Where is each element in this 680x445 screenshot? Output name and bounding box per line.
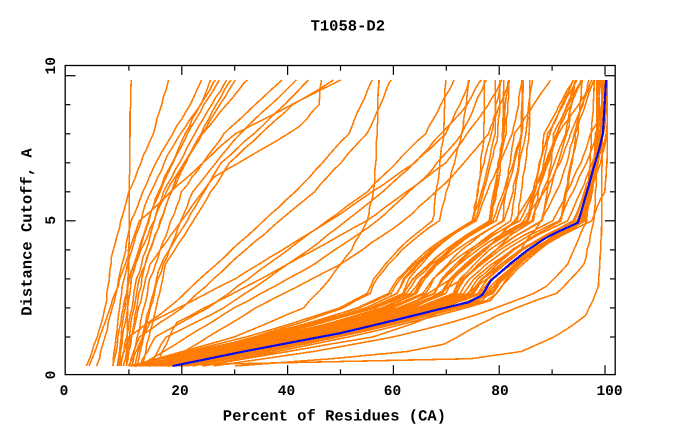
- svg-text:T1058-D2: T1058-D2: [311, 18, 385, 36]
- svg-text:5: 5: [44, 216, 60, 225]
- svg-text:Percent of Residues (CA): Percent of Residues (CA): [223, 407, 446, 425]
- svg-text:80: 80: [491, 384, 508, 400]
- svg-text:100: 100: [596, 384, 622, 400]
- svg-text:0: 0: [44, 371, 60, 380]
- svg-text:Distance Cutoff, A: Distance Cutoff, A: [19, 148, 37, 316]
- svg-text:0: 0: [60, 384, 69, 400]
- svg-text:40: 40: [278, 384, 295, 400]
- svg-text:60: 60: [384, 384, 401, 400]
- svg-text:10: 10: [44, 57, 60, 74]
- svg-text:20: 20: [171, 384, 188, 400]
